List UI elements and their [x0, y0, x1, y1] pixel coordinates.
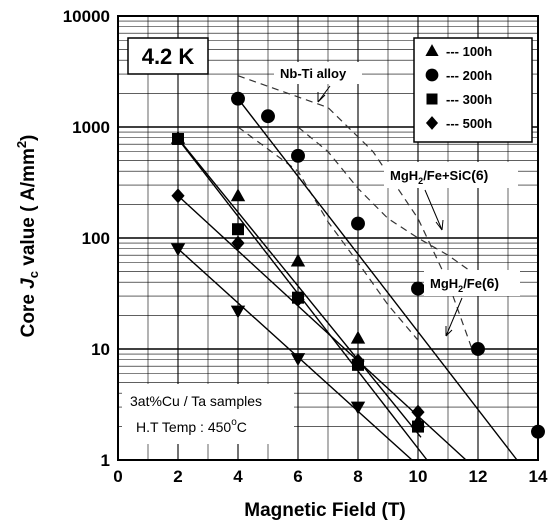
mgh2-fe-label: MgH2/Fe(6)	[430, 275, 499, 294]
x-tick-label: 0	[113, 467, 122, 486]
data-point	[471, 342, 485, 356]
data-point	[291, 148, 305, 163]
x-tick-label: 2	[173, 467, 182, 486]
x-tick-label: 10	[409, 467, 428, 486]
data-point	[231, 235, 245, 251]
y-axis-title: Core Jc value ( A/mm2)	[14, 135, 41, 338]
tick-labels: 0 2 4 6 8 10 12 14 1 10 100 1000 10000	[63, 7, 548, 486]
x-tick-label: 12	[469, 467, 488, 486]
data-point	[411, 281, 425, 296]
y-tick-label: 100	[82, 229, 110, 248]
data-point	[425, 68, 439, 82]
data-point	[231, 91, 245, 106]
y-tick-label: 1000	[72, 118, 110, 137]
x-tick-label: 4	[233, 467, 243, 486]
data-point	[290, 253, 306, 267]
temperature-label: 4.2 K	[142, 44, 195, 69]
data-point	[290, 353, 306, 367]
y-tick-label: 10	[91, 340, 110, 359]
sample-notes: 3at%Cu / Ta samples H.T Temp : 450oC	[122, 384, 294, 444]
data-point	[172, 132, 184, 145]
data-point	[350, 330, 366, 344]
data-point	[351, 353, 365, 369]
y-tick-label: 1	[101, 451, 110, 470]
data-point	[411, 404, 425, 420]
legend-entry: --- 300h	[446, 92, 492, 107]
data-point	[350, 401, 366, 415]
data-point	[425, 44, 439, 56]
data-point	[171, 188, 185, 204]
y-tick-label: 10000	[63, 7, 110, 26]
data-point	[261, 109, 275, 124]
legend-entry: --- 200h	[446, 68, 492, 83]
data-point	[412, 420, 424, 433]
annotations: Nb-Ti alloy MgH2/Fe+SiC(6) MgH2/Fe(6)	[274, 62, 520, 337]
x-axis-title: Magnetic Field (T)	[244, 500, 406, 521]
legend-entry: --- 100h	[446, 44, 492, 59]
fit-line	[237, 98, 518, 461]
x-tick-label: 8	[353, 467, 362, 486]
temperature-label-box: 4.2 K	[127, 37, 209, 75]
data-point	[230, 305, 246, 319]
legend: --- 100h --- 200h --- 300h --- 500h	[413, 37, 533, 143]
heat-treatment-note: H.T Temp : 450oC	[136, 417, 247, 435]
sample-note: 3at%Cu / Ta samples	[130, 393, 262, 409]
nbti-label: Nb-Ti alloy	[280, 66, 347, 81]
mgh2-fe-sic-label: MgH2/Fe+SiC(6)	[390, 167, 488, 186]
data-point	[351, 216, 365, 231]
data-point	[291, 291, 305, 307]
data-point	[232, 223, 244, 236]
data-point	[230, 188, 246, 202]
data-point	[170, 243, 186, 257]
legend-entry: --- 500h	[446, 116, 492, 131]
x-tick-label: 14	[529, 467, 548, 486]
fit-line	[177, 137, 422, 438]
plot-frame	[117, 15, 539, 461]
x-tick-label: 6	[293, 467, 302, 486]
data-point	[425, 116, 439, 130]
data-point	[426, 93, 438, 105]
